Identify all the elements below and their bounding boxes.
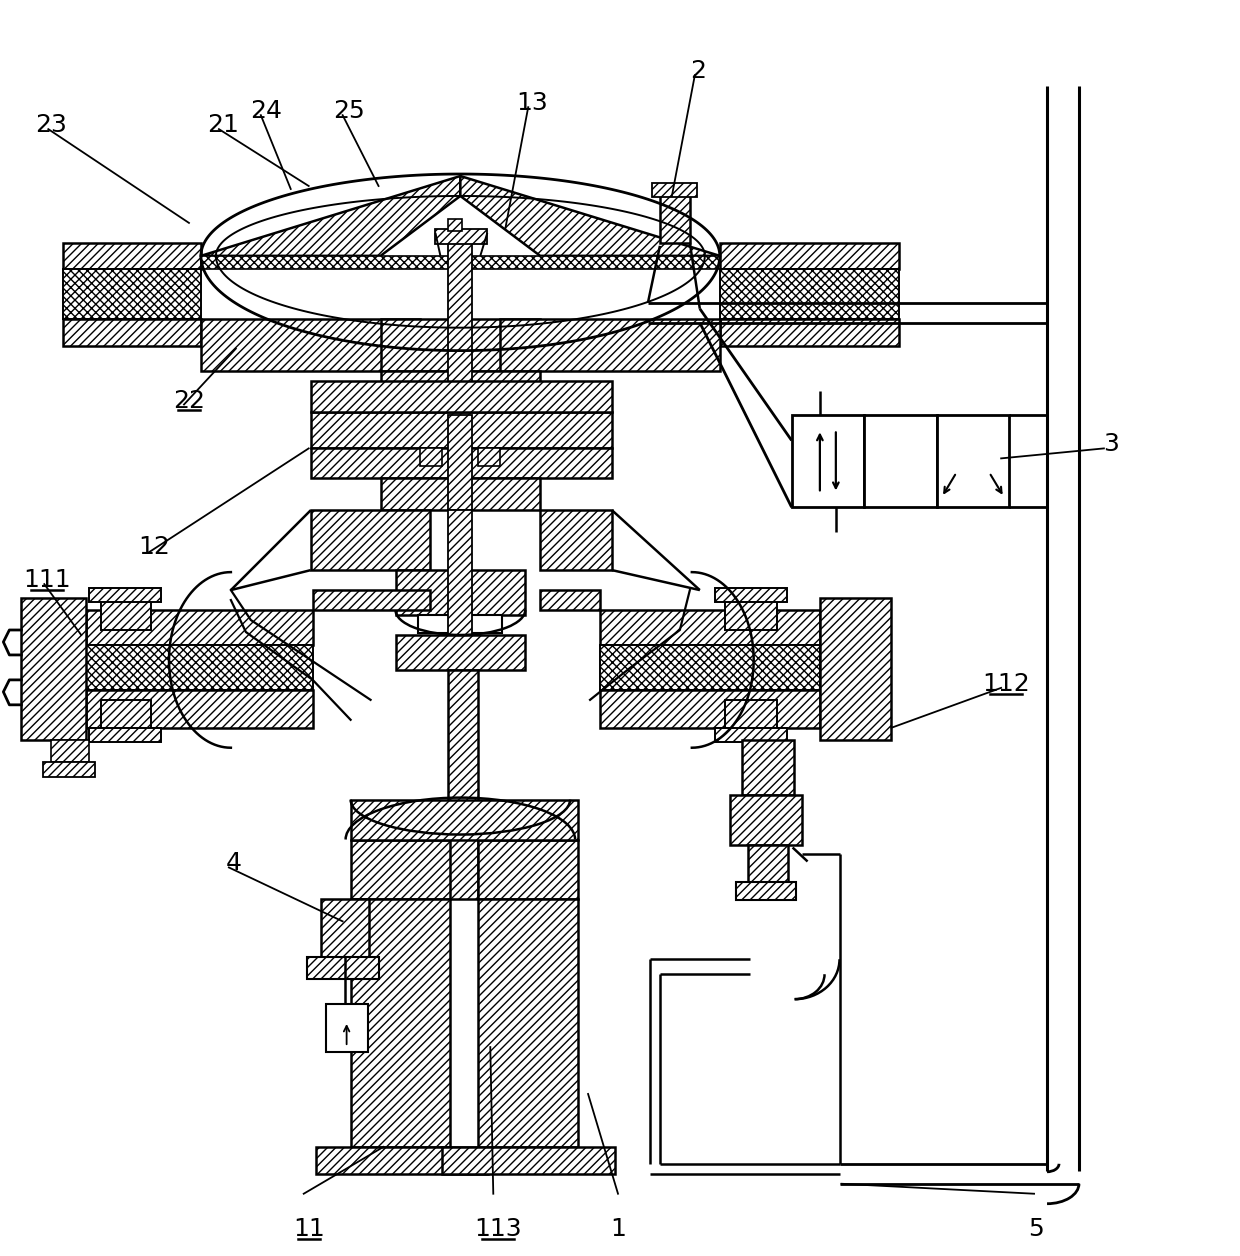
Polygon shape: [396, 570, 526, 615]
Text: 3: 3: [1102, 432, 1118, 456]
Bar: [936, 416, 1009, 507]
Text: 4: 4: [226, 852, 242, 875]
Bar: [724, 600, 776, 631]
Polygon shape: [63, 242, 201, 269]
Polygon shape: [460, 176, 719, 256]
Polygon shape: [719, 242, 899, 269]
Polygon shape: [87, 690, 312, 727]
Text: 24: 24: [249, 99, 281, 123]
Bar: [326, 1004, 367, 1053]
Bar: [450, 633, 472, 647]
Bar: [418, 615, 502, 633]
Text: 21: 21: [207, 113, 239, 137]
Polygon shape: [600, 646, 820, 690]
Polygon shape: [381, 479, 541, 510]
Polygon shape: [87, 646, 312, 690]
Polygon shape: [479, 899, 578, 1147]
Polygon shape: [660, 193, 689, 242]
Bar: [791, 416, 864, 507]
Polygon shape: [311, 448, 613, 479]
Bar: [43, 761, 95, 776]
Bar: [479, 448, 500, 466]
Polygon shape: [443, 1147, 615, 1174]
Polygon shape: [201, 256, 719, 269]
Polygon shape: [312, 590, 430, 610]
Bar: [724, 700, 776, 730]
Polygon shape: [201, 319, 420, 371]
Polygon shape: [541, 590, 600, 610]
Polygon shape: [381, 371, 541, 396]
Bar: [89, 588, 161, 602]
Polygon shape: [201, 176, 460, 256]
Polygon shape: [719, 269, 899, 319]
Text: 1: 1: [610, 1217, 626, 1241]
Polygon shape: [381, 319, 541, 371]
Polygon shape: [449, 510, 472, 636]
Bar: [714, 588, 786, 602]
Polygon shape: [479, 839, 578, 899]
Polygon shape: [351, 800, 578, 839]
Polygon shape: [63, 269, 201, 319]
Bar: [306, 957, 378, 980]
Text: 11: 11: [293, 1217, 325, 1241]
Text: 113: 113: [475, 1217, 522, 1241]
Text: 25: 25: [332, 99, 365, 123]
Polygon shape: [500, 319, 719, 371]
Text: 23: 23: [35, 113, 67, 137]
Polygon shape: [449, 241, 472, 416]
Text: 13: 13: [516, 92, 548, 116]
Polygon shape: [600, 610, 820, 646]
Bar: [864, 416, 936, 507]
Bar: [735, 883, 796, 901]
Bar: [435, 229, 487, 244]
Bar: [449, 219, 463, 231]
Polygon shape: [316, 1147, 489, 1174]
Polygon shape: [719, 319, 899, 345]
Bar: [748, 844, 787, 883]
Polygon shape: [63, 319, 201, 345]
Bar: [420, 448, 443, 466]
Polygon shape: [351, 839, 450, 899]
Bar: [714, 727, 786, 742]
Polygon shape: [87, 610, 312, 646]
Polygon shape: [396, 636, 526, 669]
Polygon shape: [311, 412, 613, 448]
Bar: [51, 740, 89, 761]
Polygon shape: [541, 510, 613, 570]
Bar: [102, 600, 151, 631]
Text: 112: 112: [982, 672, 1030, 696]
Bar: [742, 740, 794, 795]
Bar: [321, 899, 368, 957]
Text: 12: 12: [138, 535, 170, 559]
Polygon shape: [449, 669, 479, 899]
Polygon shape: [21, 598, 87, 740]
Polygon shape: [311, 510, 430, 570]
Text: 5: 5: [1028, 1217, 1044, 1241]
Bar: [102, 700, 151, 730]
Polygon shape: [820, 598, 892, 740]
Polygon shape: [449, 416, 472, 510]
Text: 2: 2: [689, 59, 706, 83]
Bar: [652, 183, 697, 197]
Polygon shape: [600, 690, 820, 727]
Polygon shape: [311, 381, 613, 412]
Bar: [89, 727, 161, 742]
Text: 22: 22: [172, 388, 205, 412]
Polygon shape: [351, 899, 450, 1147]
Bar: [730, 795, 801, 844]
Text: 111: 111: [24, 568, 71, 592]
